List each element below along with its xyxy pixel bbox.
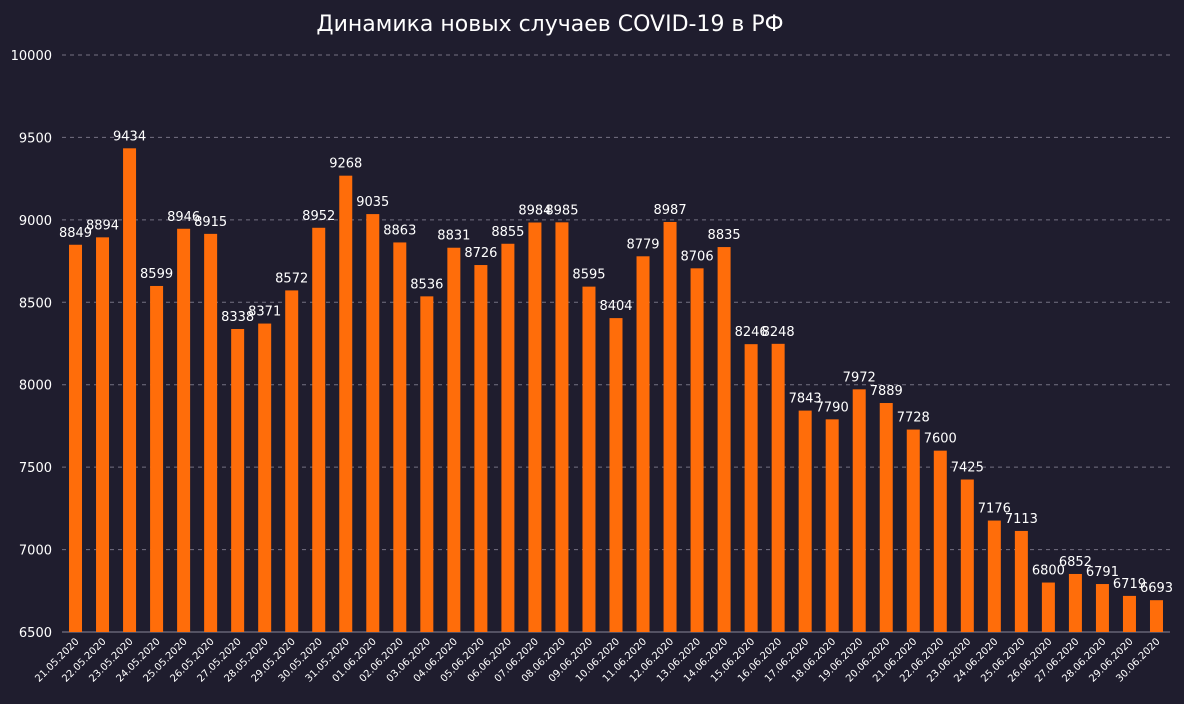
data-label: 8599 <box>140 267 173 282</box>
bar <box>69 244 83 633</box>
bar <box>1122 595 1136 632</box>
data-label: 8952 <box>302 209 335 224</box>
data-label: 9268 <box>329 157 362 172</box>
bar <box>528 222 542 632</box>
data-label: 8849 <box>59 226 92 241</box>
y-tick-label: 9500 <box>19 131 52 146</box>
data-label: 7425 <box>951 461 984 476</box>
data-label: 8595 <box>572 268 605 283</box>
bar <box>204 233 218 632</box>
bar <box>1068 573 1082 632</box>
data-label: 8779 <box>626 237 659 252</box>
bar <box>447 247 461 632</box>
data-label: 7176 <box>978 502 1011 517</box>
data-label: 8831 <box>437 229 470 244</box>
data-label: 6800 <box>1032 564 1065 579</box>
bar <box>717 247 731 632</box>
data-label: 8985 <box>545 203 578 218</box>
data-label: 7889 <box>870 384 903 399</box>
data-label: 7600 <box>924 432 957 447</box>
bar <box>177 228 191 632</box>
y-tick-label: 8000 <box>19 379 52 394</box>
bar <box>150 285 164 632</box>
data-label: 8706 <box>681 249 714 264</box>
bar <box>393 242 407 632</box>
bar <box>501 243 515 633</box>
y-tick-label: 7500 <box>19 461 52 476</box>
data-label: 7728 <box>897 411 930 426</box>
bar <box>744 344 758 632</box>
y-tick-label: 6500 <box>19 626 52 641</box>
data-label: 8987 <box>654 203 687 218</box>
bar <box>960 479 974 632</box>
data-label: 8572 <box>275 271 308 286</box>
bar <box>366 214 380 632</box>
bar <box>582 286 596 632</box>
bar <box>933 450 947 632</box>
data-label: 8894 <box>86 218 119 233</box>
data-label: 8536 <box>410 277 443 292</box>
bar <box>852 389 866 632</box>
bar <box>690 268 704 632</box>
data-label: 8371 <box>248 305 281 320</box>
data-label: 8726 <box>464 246 497 261</box>
bar <box>987 520 1001 632</box>
bar <box>663 222 677 632</box>
bar <box>1149 600 1163 632</box>
data-label: 6693 <box>1140 581 1173 596</box>
data-label: 7972 <box>843 370 876 385</box>
data-label: 8835 <box>708 228 741 243</box>
bar <box>771 343 785 632</box>
bar <box>1014 530 1028 632</box>
bar <box>906 429 920 632</box>
bar <box>285 290 299 632</box>
chart-title: Динамика новых случаев COVID-19 в РФ <box>316 12 784 37</box>
y-tick-label: 9000 <box>19 214 52 229</box>
data-label: 6719 <box>1113 577 1146 592</box>
bar <box>879 403 893 632</box>
data-label: 8246 <box>735 325 768 340</box>
data-label: 8915 <box>194 215 227 230</box>
bar <box>312 227 326 633</box>
data-label: 7113 <box>1005 512 1038 527</box>
bar <box>1041 582 1055 632</box>
data-label: 8863 <box>383 223 416 238</box>
data-label: 9434 <box>113 129 146 144</box>
bar <box>420 296 434 632</box>
bar <box>825 419 839 632</box>
bar <box>339 175 353 633</box>
data-label: 8404 <box>599 299 632 314</box>
bar <box>258 323 272 632</box>
data-label: 6852 <box>1059 555 1092 570</box>
bar <box>123 148 137 632</box>
bar <box>609 318 623 632</box>
y-tick-label: 10000 <box>11 49 52 64</box>
data-label: 7843 <box>789 392 822 407</box>
bar <box>555 222 569 632</box>
bar <box>96 237 110 632</box>
bar <box>474 265 488 632</box>
data-label: 8338 <box>221 310 254 325</box>
y-tick-label: 8500 <box>19 296 52 311</box>
data-label: 8946 <box>167 210 200 225</box>
y-tick-label: 7000 <box>19 544 52 559</box>
bar <box>1095 584 1109 632</box>
data-label: 8855 <box>491 225 524 240</box>
data-label: 8984 <box>518 203 551 218</box>
bar <box>798 410 812 632</box>
data-label: 8248 <box>762 325 795 340</box>
data-label: 6791 <box>1086 565 1119 580</box>
data-label: 7790 <box>816 400 849 415</box>
bar <box>231 328 245 632</box>
data-label: 9035 <box>356 195 389 210</box>
bar <box>636 256 650 632</box>
